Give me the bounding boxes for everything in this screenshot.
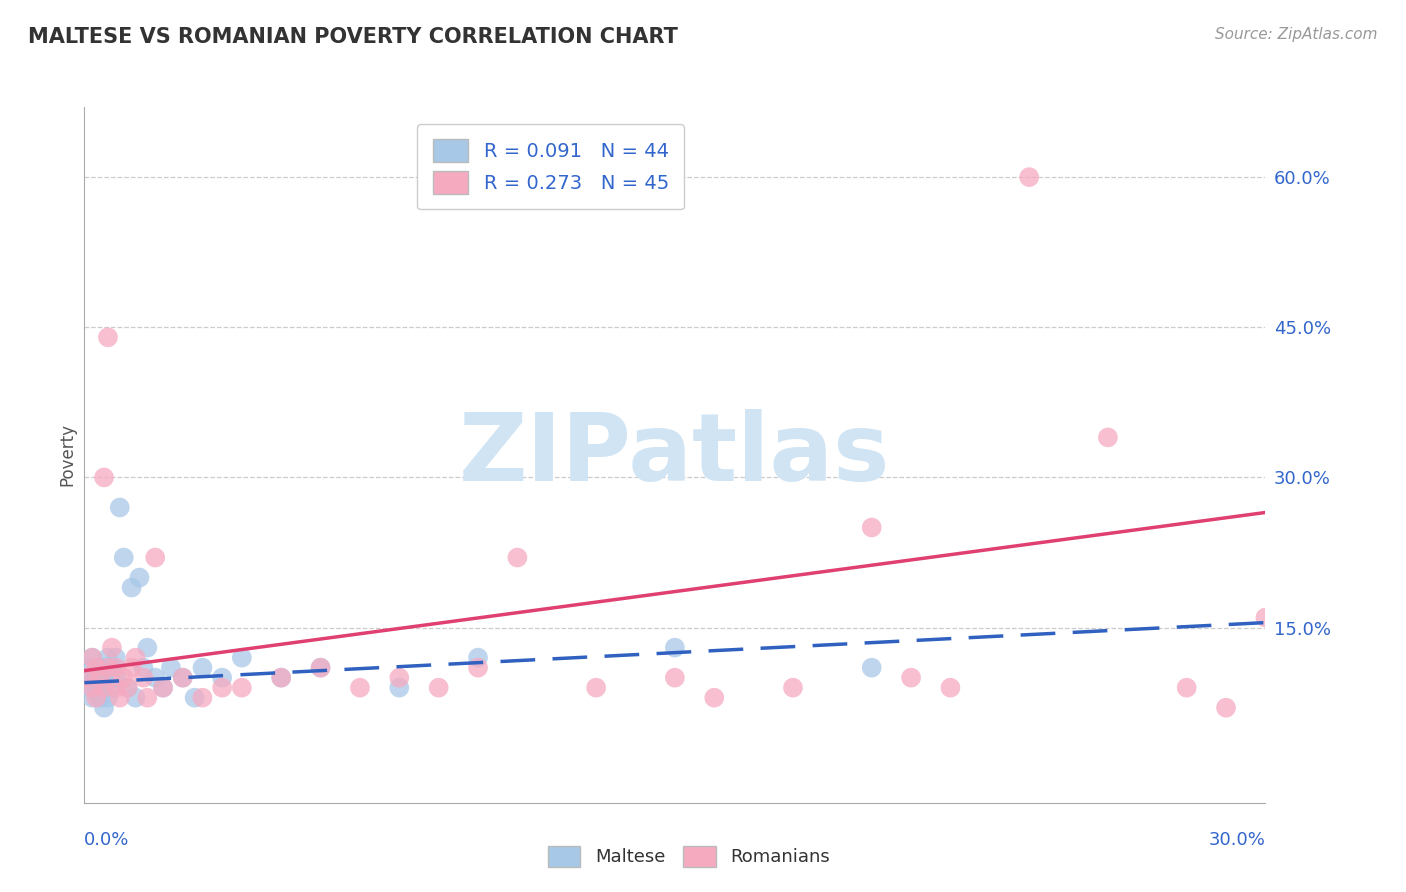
Point [77, 660, 100, 674]
Point [860, 520, 883, 534]
Point [84, 690, 107, 705]
Point [82, 650, 104, 665]
Point [89, 660, 111, 674]
Point [97, 690, 120, 705]
Point [128, 570, 150, 584]
Point [101, 681, 124, 695]
Point [93, 671, 115, 685]
Point [104, 660, 127, 674]
Point [82, 671, 104, 685]
Point [585, 681, 607, 695]
Point [124, 690, 146, 705]
Point [93, 681, 115, 695]
Point [900, 671, 922, 685]
Text: ZIPatlas: ZIPatlas [460, 409, 890, 501]
Point [160, 660, 183, 674]
Point [132, 660, 155, 674]
Point [104, 650, 127, 665]
Point [388, 671, 411, 685]
Point [172, 671, 194, 685]
Point [467, 650, 489, 665]
Text: Source: ZipAtlas.com: Source: ZipAtlas.com [1215, 27, 1378, 42]
Point [183, 690, 205, 705]
Point [309, 660, 332, 674]
Point [191, 660, 214, 674]
Legend: Maltese, Romanians: Maltese, Romanians [541, 838, 837, 874]
Point [89, 671, 111, 685]
Point [117, 681, 139, 695]
Point [97, 660, 120, 674]
Point [82, 650, 104, 665]
Point [231, 681, 253, 695]
Point [89, 690, 111, 705]
Point [136, 690, 159, 705]
Point [152, 681, 174, 695]
Point [121, 581, 143, 595]
Point [82, 681, 104, 695]
Point [939, 681, 962, 695]
Point [388, 681, 411, 695]
Point [121, 660, 143, 674]
Point [664, 671, 686, 685]
Point [97, 650, 120, 665]
Point [84, 660, 107, 674]
Point [104, 671, 127, 685]
Point [84, 681, 107, 695]
Point [664, 640, 686, 655]
Point [93, 681, 115, 695]
Point [152, 681, 174, 695]
Point [93, 470, 115, 484]
Text: 30.0%: 30.0% [1209, 830, 1265, 848]
Point [101, 660, 124, 674]
Point [1215, 700, 1237, 714]
Point [506, 550, 529, 565]
Point [143, 671, 166, 685]
Point [101, 640, 124, 655]
Point [211, 681, 233, 695]
Point [1018, 170, 1040, 185]
Point [108, 500, 131, 515]
Point [97, 330, 120, 344]
Text: 0.0%: 0.0% [84, 830, 129, 848]
Point [104, 681, 127, 695]
Point [132, 671, 155, 685]
Legend: R = 0.091   N = 44, R = 0.273   N = 45: R = 0.091 N = 44, R = 0.273 N = 45 [418, 124, 685, 210]
Point [77, 671, 100, 685]
Point [93, 700, 115, 714]
Point [93, 660, 115, 674]
Point [782, 681, 804, 695]
Point [427, 681, 450, 695]
Point [191, 690, 214, 705]
Point [124, 650, 146, 665]
Point [270, 671, 292, 685]
Point [89, 671, 111, 685]
Point [112, 671, 135, 685]
Point [77, 681, 100, 695]
Point [231, 650, 253, 665]
Point [211, 671, 233, 685]
Point [1254, 610, 1277, 624]
Point [860, 660, 883, 674]
Point [172, 671, 194, 685]
Point [1175, 681, 1198, 695]
Point [349, 681, 371, 695]
Point [84, 660, 107, 674]
Point [309, 660, 332, 674]
Text: MALTESE VS ROMANIAN POVERTY CORRELATION CHART: MALTESE VS ROMANIAN POVERTY CORRELATION … [28, 27, 678, 46]
Point [143, 550, 166, 565]
Point [467, 660, 489, 674]
Point [270, 671, 292, 685]
Point [136, 640, 159, 655]
Point [77, 671, 100, 685]
Point [108, 690, 131, 705]
Point [117, 681, 139, 695]
Point [1097, 430, 1119, 444]
Point [84, 671, 107, 685]
Point [82, 690, 104, 705]
Point [703, 690, 725, 705]
Y-axis label: Poverty: Poverty [58, 424, 76, 486]
Point [112, 550, 135, 565]
